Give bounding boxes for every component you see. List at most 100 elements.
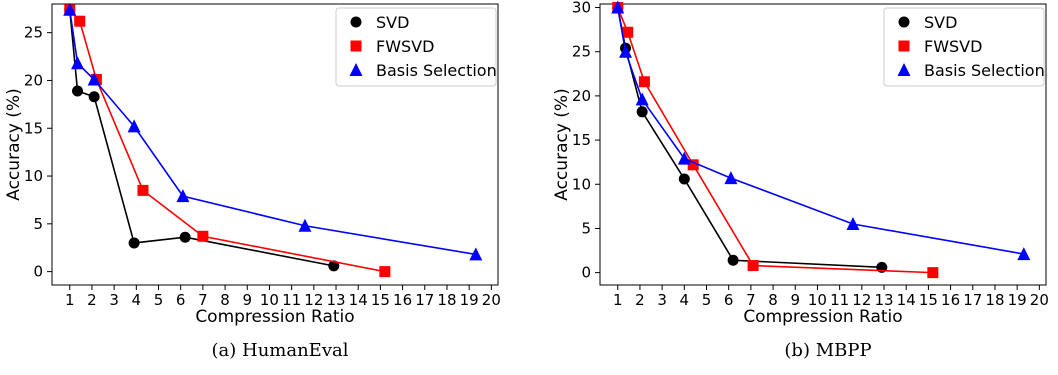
y-tick-label: 5 bbox=[33, 215, 43, 233]
data-point-svd bbox=[128, 237, 140, 249]
x-tick-label: 9 bbox=[790, 291, 800, 309]
legend-marker bbox=[350, 40, 362, 52]
data-point-basis-selection bbox=[63, 2, 77, 16]
plot-frame bbox=[51, 3, 499, 286]
x-tick-label: 8 bbox=[220, 291, 230, 309]
data-point-basis-selection bbox=[469, 247, 483, 261]
x-tick-label: 7 bbox=[746, 291, 756, 309]
x-tick-label: 5 bbox=[702, 291, 712, 309]
data-point-svd bbox=[179, 231, 191, 243]
x-tick-label: 17 bbox=[415, 291, 434, 309]
x-tick-label: 8 bbox=[768, 291, 778, 309]
caption-mbpp: (b) MBPP bbox=[784, 340, 872, 361]
x-tick-label: 7 bbox=[198, 291, 208, 309]
y-tick-label: 10 bbox=[572, 175, 591, 193]
x-tick-label: 15 bbox=[919, 291, 938, 309]
data-point-basis-selection bbox=[611, 0, 625, 14]
chart-panel-mbpp: 1 2 3 4 5 6 7 8 9 10 11 12 13 14 15 16 17 18 19 20 0 5 10 15 20 2… bbox=[548, 0, 1058, 375]
x-tick-label: 20 bbox=[482, 291, 501, 309]
chart-humaneval: 1 2 3 4 5 6 7 8 9 10 11 12 13 14 15 16 17 18 19 20051015202… bbox=[4, 2, 501, 327]
series-line-svd bbox=[616, 7, 882, 269]
data-point-fwsvd bbox=[638, 76, 650, 88]
x-tick-label: 15 bbox=[371, 291, 390, 309]
data-point-fwsvd bbox=[927, 267, 939, 279]
legend-label: FWSVD bbox=[376, 37, 434, 56]
data-point-basis-selection bbox=[1017, 247, 1031, 261]
data-point-basis-selection bbox=[298, 218, 312, 232]
data-point-svd bbox=[727, 254, 739, 266]
data-point-basis-selection bbox=[87, 72, 101, 86]
x-tick-label: 10 bbox=[808, 291, 827, 309]
x-tick-label: 9 bbox=[242, 291, 252, 309]
data-point-svd bbox=[636, 106, 648, 118]
data-point-basis-selection bbox=[635, 92, 649, 106]
chart-panel-humaneval: 1 2 3 4 5 6 7 8 9 10 11 12 13 14 15 16 17 18 19 20 0 5 10 15 20 2… bbox=[0, 0, 510, 375]
legend-marker bbox=[898, 16, 910, 28]
y-axis-label: Accuracy (%) bbox=[4, 88, 24, 200]
x-tick-label: 14 bbox=[897, 291, 916, 309]
x-tick-label: 16 bbox=[393, 291, 412, 309]
y-tick-label: 10 bbox=[24, 167, 43, 185]
x-tick-label: 12 bbox=[304, 291, 323, 309]
data-point-fwsvd bbox=[687, 159, 699, 171]
x-tick-label: 6 bbox=[176, 291, 186, 309]
caption-humaneval: (a) HumanEval bbox=[211, 340, 349, 361]
y-axis-label: Accuracy (%) bbox=[552, 88, 572, 200]
data-point-basis-selection bbox=[677, 151, 691, 165]
x-tick-label: 4 bbox=[680, 291, 690, 309]
data-point-fwsvd bbox=[379, 266, 391, 278]
x-tick-label: 19 bbox=[1008, 291, 1027, 309]
legend-marker bbox=[897, 63, 911, 76]
legend-marker bbox=[898, 40, 910, 52]
data-point-fwsvd bbox=[197, 230, 209, 242]
y-tick-label: 20 bbox=[572, 87, 591, 105]
legend-label: Basis Selection bbox=[924, 61, 1045, 80]
series-line-svd bbox=[68, 9, 334, 267]
legend-box bbox=[883, 7, 1045, 87]
x-tick-label: 6 bbox=[724, 291, 734, 309]
data-point-basis-selection bbox=[619, 44, 633, 58]
x-axis-label: Compression Ratio bbox=[743, 307, 902, 327]
data-point-fwsvd bbox=[747, 260, 759, 272]
y-tick-label: 20 bbox=[24, 71, 43, 89]
x-tick-label: 17 bbox=[963, 291, 982, 309]
legend-label: SVD bbox=[376, 13, 409, 32]
x-tick-label: 19 bbox=[460, 291, 479, 309]
data-point-svd bbox=[678, 173, 690, 185]
data-point-fwsvd bbox=[74, 15, 86, 27]
x-tick-label: 1 bbox=[65, 291, 75, 309]
y-tick-label: 25 bbox=[572, 43, 591, 61]
x-axis-label: Compression Ratio bbox=[195, 307, 354, 327]
x-tick-label: 11 bbox=[282, 291, 301, 309]
x-tick-label: 5 bbox=[154, 291, 164, 309]
x-tick-label: 3 bbox=[657, 291, 667, 309]
legend-label: SVD bbox=[924, 13, 957, 32]
y-tick-label: 25 bbox=[24, 24, 43, 42]
x-tick-label: 14 bbox=[349, 291, 368, 309]
x-tick-label: 2 bbox=[635, 291, 645, 309]
y-tick-label: 0 bbox=[33, 263, 43, 281]
legend-box bbox=[335, 7, 497, 87]
data-point-svd bbox=[72, 85, 84, 97]
x-tick-label: 3 bbox=[109, 291, 119, 309]
legend-marker bbox=[350, 16, 362, 28]
y-tick-label: 15 bbox=[24, 119, 43, 137]
x-tick-label: 16 bbox=[941, 291, 960, 309]
x-tick-label: 18 bbox=[437, 291, 456, 309]
plot-frame bbox=[599, 3, 1047, 286]
data-point-fwsvd bbox=[137, 184, 149, 196]
data-point-basis-selection bbox=[724, 171, 738, 185]
data-point-basis-selection bbox=[71, 56, 85, 70]
x-tick-label: 1 bbox=[613, 291, 623, 309]
legend-label: Basis Selection bbox=[376, 61, 497, 80]
x-tick-label: 11 bbox=[830, 291, 849, 309]
data-point-basis-selection bbox=[127, 119, 141, 133]
legend-marker bbox=[349, 63, 363, 76]
x-tick-label: 20 bbox=[1030, 291, 1049, 309]
chart-mbpp: 1 2 3 4 5 6 7 8 9 10 11 12 13 14 15 16 17 18 19 20051015202… bbox=[552, 0, 1049, 327]
y-tick-label: 5 bbox=[581, 219, 591, 237]
x-tick-label: 13 bbox=[326, 291, 345, 309]
x-tick-label: 4 bbox=[132, 291, 142, 309]
x-tick-label: 10 bbox=[260, 291, 279, 309]
legend-label: FWSVD bbox=[924, 37, 982, 56]
